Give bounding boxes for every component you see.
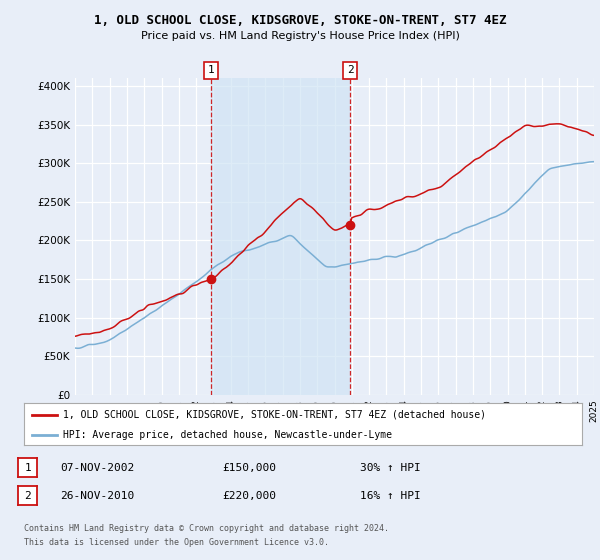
Text: 30% ↑ HPI: 30% ↑ HPI (360, 463, 421, 473)
Text: £220,000: £220,000 (222, 491, 276, 501)
Text: This data is licensed under the Open Government Licence v3.0.: This data is licensed under the Open Gov… (24, 538, 329, 547)
Text: £150,000: £150,000 (222, 463, 276, 473)
Text: 26-NOV-2010: 26-NOV-2010 (60, 491, 134, 501)
Text: Contains HM Land Registry data © Crown copyright and database right 2024.: Contains HM Land Registry data © Crown c… (24, 524, 389, 533)
Text: 1, OLD SCHOOL CLOSE, KIDSGROVE, STOKE-ON-TRENT, ST7 4EZ: 1, OLD SCHOOL CLOSE, KIDSGROVE, STOKE-ON… (94, 14, 506, 27)
Text: 07-NOV-2002: 07-NOV-2002 (60, 463, 134, 473)
Text: Price paid vs. HM Land Registry's House Price Index (HPI): Price paid vs. HM Land Registry's House … (140, 31, 460, 41)
Text: 2: 2 (347, 65, 353, 75)
Bar (211, 78, 350, 395)
Text: 1: 1 (208, 65, 215, 75)
Text: 1, OLD SCHOOL CLOSE, KIDSGROVE, STOKE-ON-TRENT, ST7 4EZ (detached house): 1, OLD SCHOOL CLOSE, KIDSGROVE, STOKE-ON… (63, 410, 486, 420)
Text: HPI: Average price, detached house, Newcastle-under-Lyme: HPI: Average price, detached house, Newc… (63, 430, 392, 440)
Text: 16% ↑ HPI: 16% ↑ HPI (360, 491, 421, 501)
Text: 2: 2 (24, 491, 31, 501)
Text: 1: 1 (24, 463, 31, 473)
